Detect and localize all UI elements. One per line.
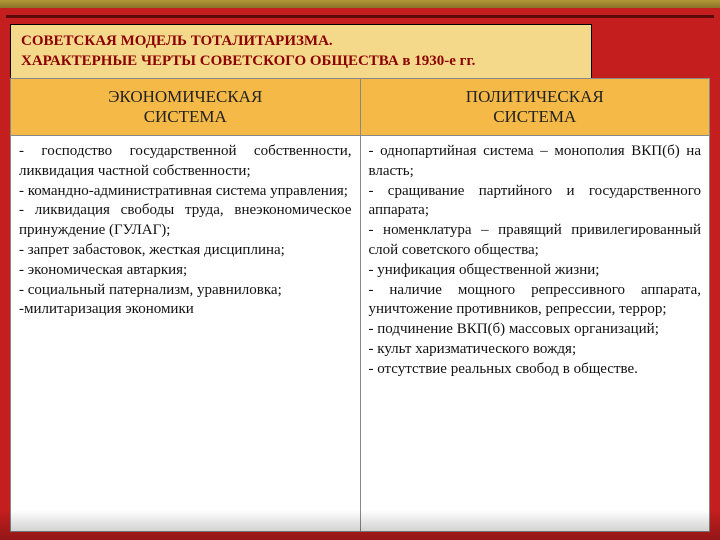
cell-political: - однопартийная система – монополия ВКП(… <box>360 136 710 532</box>
comparison-table-container: ЭКОНОМИЧЕСКАЯ СИСТЕМА ПОЛИТИЧЕСКАЯ СИСТЕ… <box>10 78 710 532</box>
political-content: - однопартийная система – монополия ВКП(… <box>369 142 702 380</box>
header-polit-line2: СИСТЕМА <box>365 107 706 127</box>
title-line-2: ХАРАКТЕРНЫЕ ЧЕРТЫ СОВЕТСКОГО ОБЩЕСТВА в … <box>21 51 581 71</box>
column-header-political: ПОЛИТИЧЕСКАЯ СИСТЕМА <box>360 79 710 136</box>
cell-economic: - господство государственной собственнос… <box>11 136 361 532</box>
slide-title: СОВЕТСКАЯ МОДЕЛЬ ТОТАЛИТАРИЗМА. ХАРАКТЕР… <box>10 24 592 79</box>
header-polit-line1: ПОЛИТИЧЕСКАЯ <box>365 87 706 107</box>
comparison-table: ЭКОНОМИЧЕСКАЯ СИСТЕМА ПОЛИТИЧЕСКАЯ СИСТЕ… <box>10 78 710 532</box>
dark-border-line <box>6 15 714 18</box>
economic-content: - господство государственной собственнос… <box>19 142 352 320</box>
column-header-economic: ЭКОНОМИЧЕСКАЯ СИСТЕМА <box>11 79 361 136</box>
title-line-1: СОВЕТСКАЯ МОДЕЛЬ ТОТАЛИТАРИЗМА. <box>21 31 581 51</box>
header-econ-line2: СИСТЕМА <box>15 107 356 127</box>
header-econ-line1: ЭКОНОМИЧЕСКАЯ <box>15 87 356 107</box>
top-stripe <box>0 0 720 8</box>
